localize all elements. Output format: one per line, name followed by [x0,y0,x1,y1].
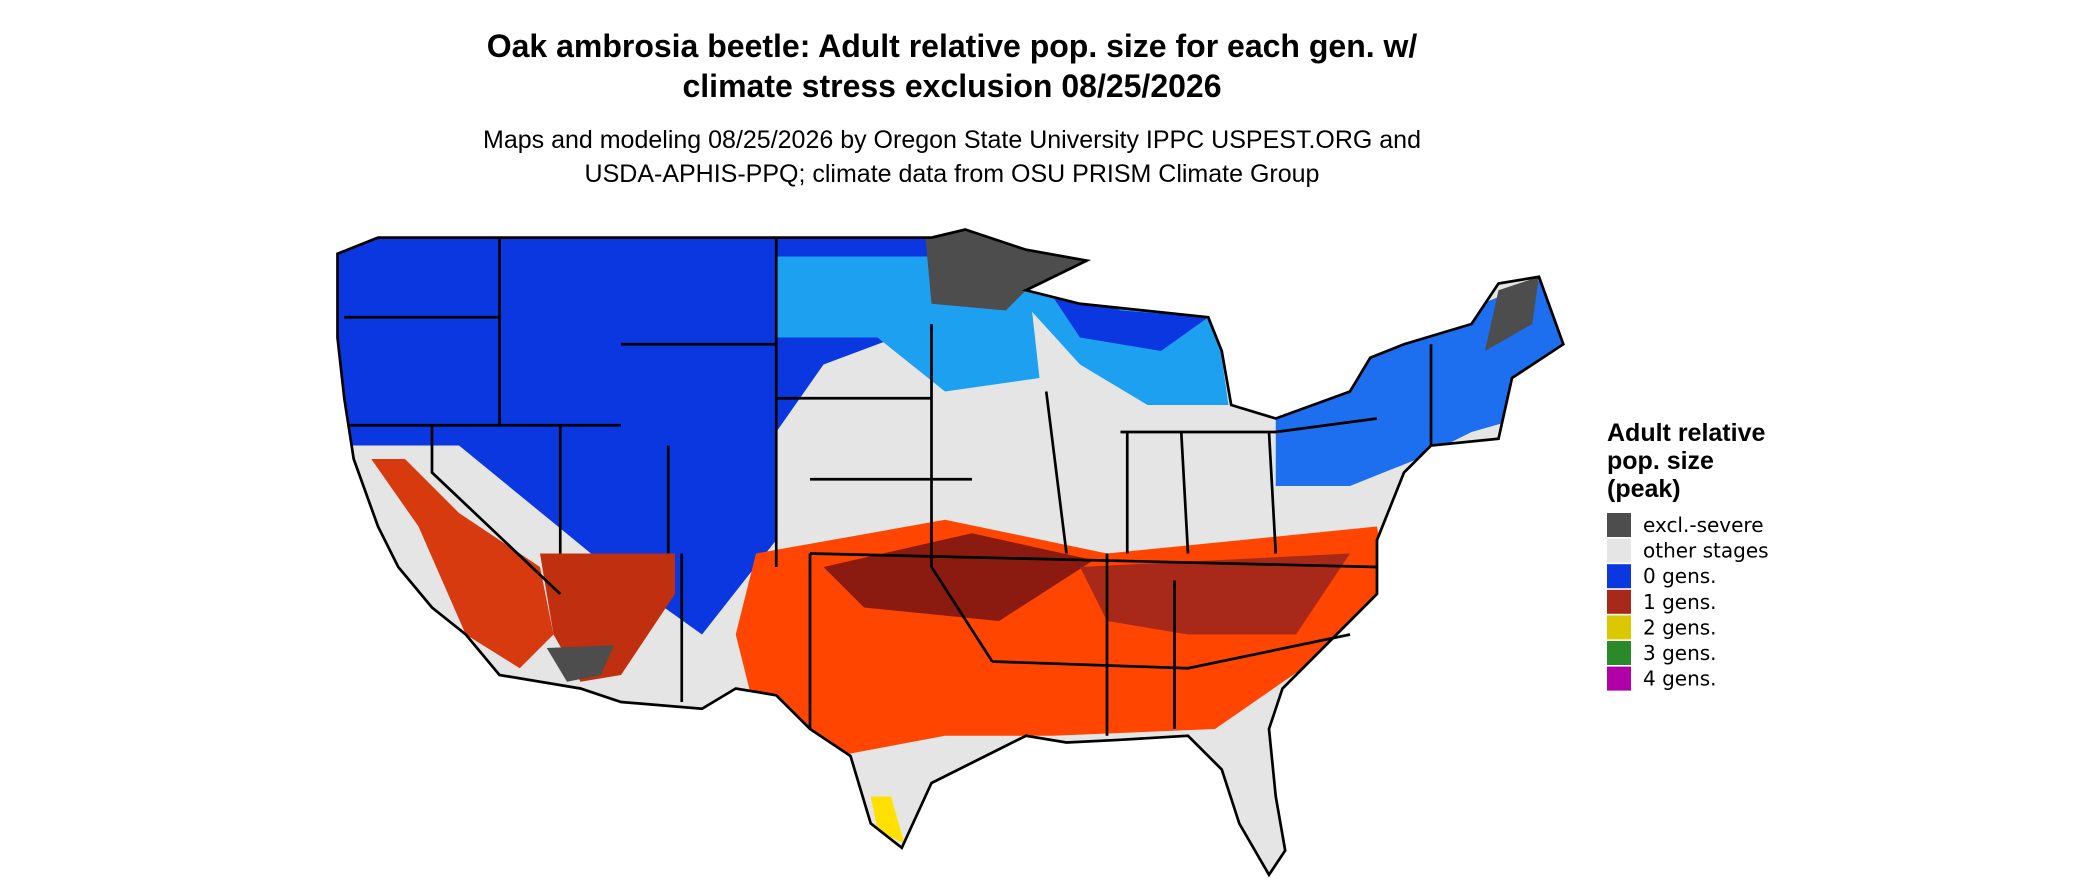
legend-label: 0 gens. [1643,564,1717,588]
state-borders [344,237,1433,736]
legend-title-line: pop. size [1607,447,1714,475]
legend-swatch [1607,666,1631,691]
us-outline [336,228,1565,878]
legend: Adult relative pop. size (peak) excl.-se… [1607,419,1769,691]
legend-title-line: (peak) [1607,475,1681,503]
legend-title-line: Adult relative [1607,419,1765,447]
region-excluded [924,229,1087,311]
title-line: climate stress exclusion 08/25/2026 [682,68,1221,104]
legend-swatch [1607,641,1631,665]
legend-swatch [1607,513,1631,537]
subtitle-line: Maps and modeling 08/25/2026 by Oregon S… [483,126,1421,154]
legend-swatch [1607,538,1631,563]
region-one-gens [371,459,554,669]
legend-label: 1 gens. [1643,590,1717,614]
legend-swatch [1607,564,1631,589]
legend-label: 2 gens. [1643,615,1717,639]
map [336,228,1565,878]
legend-swatch [1607,615,1631,640]
region-zero-gens [1026,256,1209,351]
region-excluded [1485,276,1539,351]
legend-label: 3 gens. [1643,641,1717,665]
subtitle-line: USDA-APHIS-PPQ; climate data from OSU PR… [585,160,1320,188]
region-excluded [546,645,615,682]
legend-swatch [1607,589,1631,614]
legend-label: excl.-severe [1643,513,1764,537]
title-line: Oak ambrosia beetle: Adult relative pop.… [487,28,1418,64]
region-two-gens [870,796,905,844]
legend-label: other stages [1643,539,1769,563]
legend-label: 4 gens. [1643,667,1717,691]
region-one-gens-dark [1080,553,1350,635]
